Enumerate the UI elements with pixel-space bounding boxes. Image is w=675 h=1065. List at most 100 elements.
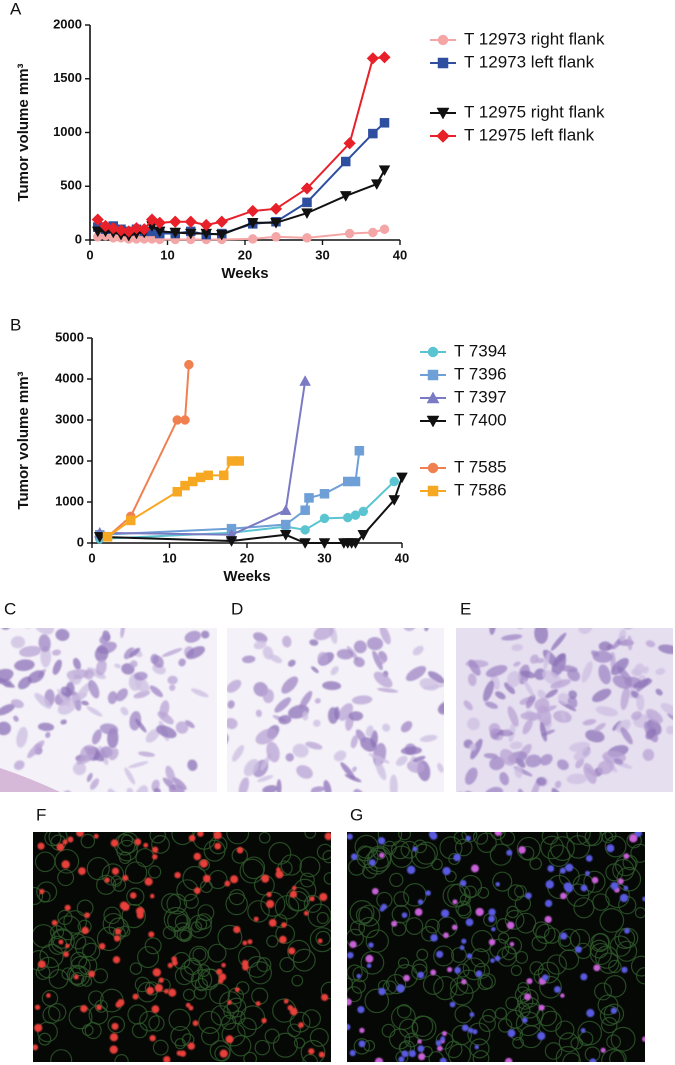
nucleus xyxy=(537,1031,546,1041)
nucleus xyxy=(151,1005,160,1013)
tissue xyxy=(287,659,296,667)
cell-outline xyxy=(411,1015,437,1041)
tissue xyxy=(27,670,45,684)
tissue xyxy=(330,666,339,676)
nucleus xyxy=(509,941,515,947)
tissue xyxy=(172,777,187,791)
tissue xyxy=(557,759,569,771)
marker xyxy=(366,52,380,65)
cell-outline xyxy=(439,836,463,860)
marker xyxy=(389,476,399,487)
cell-outline xyxy=(541,832,559,845)
tissue xyxy=(27,740,45,759)
nucleus xyxy=(266,899,275,909)
tissue xyxy=(313,628,334,641)
tissue xyxy=(655,688,663,696)
tissue xyxy=(567,696,578,709)
tissue xyxy=(620,726,633,745)
nucleus xyxy=(152,854,158,860)
tissue xyxy=(296,765,313,779)
nucleus xyxy=(109,1033,119,1042)
tissue xyxy=(178,658,186,667)
nucleus xyxy=(163,1055,171,1062)
x-tick-label: 20 xyxy=(240,550,254,565)
cell-outline xyxy=(469,1038,490,1059)
marker xyxy=(379,118,390,128)
tissue xyxy=(578,628,593,634)
cell-outline xyxy=(195,913,213,930)
nucleus xyxy=(439,1057,447,1062)
tissue xyxy=(90,778,100,790)
marker xyxy=(246,204,259,218)
nucleus xyxy=(580,973,588,981)
cell-outline xyxy=(390,840,410,860)
tissue xyxy=(613,758,624,765)
tissue xyxy=(149,685,164,698)
tissue xyxy=(522,718,533,735)
tissue xyxy=(608,601,620,611)
marker xyxy=(184,228,197,240)
cell-outline xyxy=(347,964,363,981)
tissue xyxy=(299,690,313,710)
nucleus xyxy=(227,1000,232,1005)
tissue xyxy=(159,700,170,719)
nucleus xyxy=(442,866,451,876)
nucleus xyxy=(347,998,352,1006)
tissue xyxy=(529,654,539,664)
cell-outline xyxy=(127,1004,148,1025)
cell-outline xyxy=(307,903,331,928)
nucleus xyxy=(112,956,121,964)
tissue xyxy=(655,668,666,675)
tissue xyxy=(513,661,521,667)
nucleus xyxy=(610,1007,618,1014)
tissue xyxy=(437,702,444,715)
nucleus xyxy=(623,885,629,891)
nucleus xyxy=(168,988,177,997)
tissue xyxy=(483,786,504,792)
tissue xyxy=(309,601,324,621)
nucleus xyxy=(216,968,223,975)
tissue xyxy=(38,634,51,653)
cell-outline xyxy=(309,927,331,953)
nucleus xyxy=(225,1035,234,1044)
nucleus xyxy=(99,943,106,950)
nucleus xyxy=(538,1004,545,1011)
tissue xyxy=(80,700,89,706)
tissue xyxy=(55,628,70,641)
nucleus xyxy=(192,1020,199,1027)
cell-outline xyxy=(242,856,266,880)
tissue xyxy=(107,691,118,705)
cell-outline xyxy=(445,1040,463,1059)
tissue xyxy=(424,628,429,632)
nucleus xyxy=(619,893,629,903)
cell-outline xyxy=(433,975,458,1001)
series-line xyxy=(97,56,385,233)
cell-outline xyxy=(492,871,513,892)
micrograph-bg xyxy=(347,832,645,1062)
tissue xyxy=(585,729,605,743)
cell-outline xyxy=(163,906,189,932)
tissue xyxy=(509,741,523,750)
tissue xyxy=(278,714,292,725)
nucleus xyxy=(391,920,398,927)
nucleus xyxy=(179,1050,187,1057)
nucleus xyxy=(152,968,161,977)
legend-marker xyxy=(427,462,439,474)
nucleus xyxy=(261,874,270,883)
tissue xyxy=(336,649,354,660)
tissue xyxy=(311,786,325,792)
marker xyxy=(279,504,292,515)
nucleus xyxy=(430,934,438,942)
cell-outline xyxy=(358,916,380,939)
tissue xyxy=(322,681,342,691)
tissue xyxy=(255,709,262,718)
tissue xyxy=(400,746,422,755)
tissue xyxy=(67,693,88,702)
marker xyxy=(357,530,370,541)
tissue xyxy=(463,700,473,711)
marker xyxy=(169,215,182,228)
tissue xyxy=(520,711,541,721)
x-tick-label: 20 xyxy=(238,247,252,262)
marker xyxy=(301,208,313,220)
tissue xyxy=(317,651,329,666)
